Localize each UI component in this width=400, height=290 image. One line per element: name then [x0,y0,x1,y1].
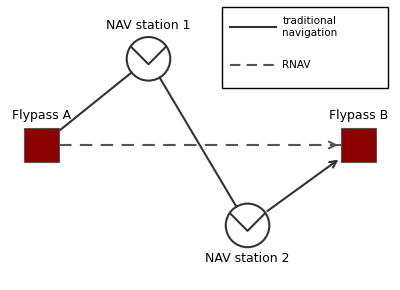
Text: NAV station 2: NAV station 2 [205,252,290,265]
Text: traditional
navigation: traditional navigation [282,16,338,39]
Text: RNAV: RNAV [282,60,311,70]
Bar [24,128,59,162]
Text: Flypass B: Flypass B [329,109,388,122]
Text: NAV station 1: NAV station 1 [106,19,191,32]
Text: Flypass A: Flypass A [12,109,71,122]
Bar [222,7,388,88]
Bar [341,128,376,162]
